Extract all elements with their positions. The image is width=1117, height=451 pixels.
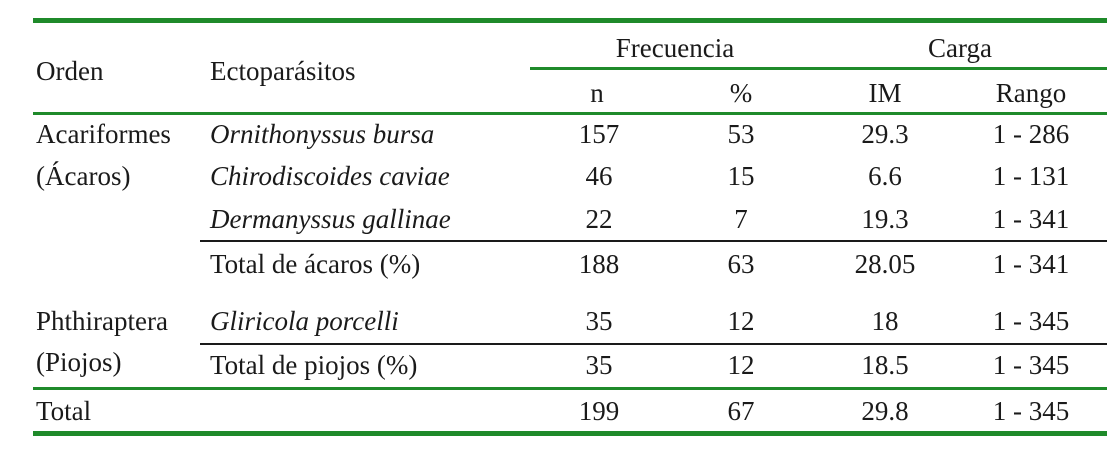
value-n: 22 [585,204,613,234]
header-orden: Orden [36,56,104,86]
value-pct: 7 [734,204,748,234]
subtotal-acaros-rule [200,240,1107,242]
order-acariformes: Acariformes [36,119,171,149]
subtotal-rango: 1 - 341 [992,249,1070,279]
order-piojos: (Piojos) [36,347,122,377]
species-name: Dermanyssus gallinae [210,204,451,234]
subtotal-pct: 63 [727,249,755,279]
total-im: 29.8 [861,396,909,426]
value-n: 35 [585,306,613,336]
total-rango: 1 - 345 [992,396,1070,426]
subtotal-n: 188 [578,249,620,279]
total-rule [33,387,1107,390]
order-phthiraptera: Phthiraptera [36,306,168,336]
subtotal-label: Total de ácaros (%) [210,249,421,279]
value-n: 157 [578,119,620,149]
value-rango: 1 - 341 [992,204,1070,234]
header-carga: Carga [928,33,992,63]
value-n: 46 [585,161,613,191]
value-pct: 12 [727,306,755,336]
subtotal-label: Total de piojos (%) [210,350,418,380]
header-rule [33,112,1107,115]
value-rango: 1 - 131 [992,161,1070,191]
value-pct: 53 [727,119,755,149]
subtotal-piojos-rule [200,343,1107,345]
top-rule [33,18,1107,23]
order-acaros: (Ácaros) [36,161,131,191]
subtotal-im: 28.05 [854,249,916,279]
value-im: 18 [871,306,899,336]
subtotal-pct: 12 [727,350,755,380]
subtotal-im: 18.5 [861,350,909,380]
total-label: Total [36,396,92,426]
species-name: Chirodiscoides caviae [210,161,450,191]
header-frecuencia: Frecuencia [615,33,735,63]
value-im: 6.6 [868,161,902,191]
frecuencia-carga-rule [530,67,1107,70]
subtotal-n: 35 [585,350,613,380]
bottom-rule [33,431,1107,436]
total-pct: 67 [727,396,755,426]
total-n: 199 [578,396,620,426]
header-rango: Rango [995,78,1067,108]
value-im: 29.3 [861,119,909,149]
header-ectoparasitos: Ectoparásitos [210,56,356,86]
value-pct: 15 [727,161,755,191]
subtotal-rango: 1 - 345 [992,350,1070,380]
species-name: Gliricola porcelli [210,306,399,336]
value-im: 19.3 [861,204,909,234]
value-rango: 1 - 345 [992,306,1070,336]
species-name: Ornithonyssus bursa [210,119,435,149]
value-rango: 1 - 286 [992,119,1070,149]
header-im: IM [868,78,902,108]
header-n: n [590,78,604,108]
header-pct: % [729,78,753,108]
